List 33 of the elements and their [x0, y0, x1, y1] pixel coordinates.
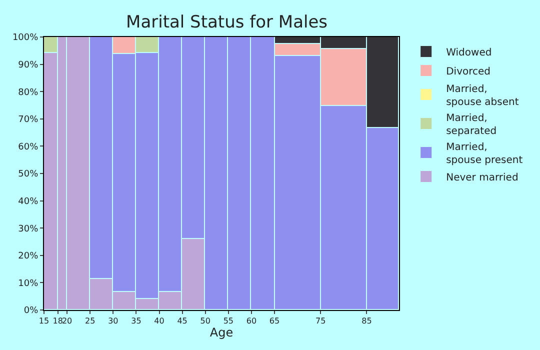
x-tick-label: 55 — [223, 316, 234, 326]
x-tick-label: 15 — [38, 316, 50, 326]
x-tick-label: 50 — [200, 316, 210, 326]
legend-label: Never married — [446, 172, 518, 184]
y-tick-label: 40% — [18, 196, 39, 207]
legend-label: Divorced — [446, 66, 491, 78]
x-tick-label: 85 — [362, 316, 372, 326]
y-tick-label: 60% — [18, 142, 39, 152]
y-tick-label: 90% — [18, 60, 39, 70]
y-tick-label: 100% — [12, 33, 39, 44]
chart-title: Marital Status for Males — [126, 12, 328, 33]
y-tick-label: 20% — [18, 252, 39, 262]
legend-label: Married, spouse present — [446, 142, 523, 166]
x-tick-label: 40 — [154, 316, 164, 326]
x-tick-label: 20 — [62, 316, 72, 326]
x-tick-label: 75 — [316, 316, 326, 326]
x-tick-label: 18 — [52, 316, 63, 326]
legend-label: Married, spouse absent — [446, 84, 519, 108]
x-tick-label: 25 — [85, 316, 96, 326]
y-tick-label: 0% — [24, 306, 39, 316]
x-tick-label: 45 — [177, 316, 188, 326]
x-tick-label: 60 — [246, 316, 257, 326]
y-tick-label: 70% — [18, 115, 39, 126]
y-tick-label: 80% — [18, 88, 39, 98]
x-axis-title: Age — [210, 326, 234, 340]
x-tick-label: 35 — [131, 316, 142, 326]
y-tick-label: 10% — [18, 278, 39, 289]
x-tick-label: 65 — [269, 316, 280, 326]
legend-label: Married, separated — [446, 112, 497, 137]
legend-label: Widowed — [446, 47, 492, 58]
x-tick-label: 30 — [108, 316, 118, 326]
y-tick-label: 30% — [18, 224, 39, 234]
y-tick-label: 50% — [18, 170, 39, 180]
